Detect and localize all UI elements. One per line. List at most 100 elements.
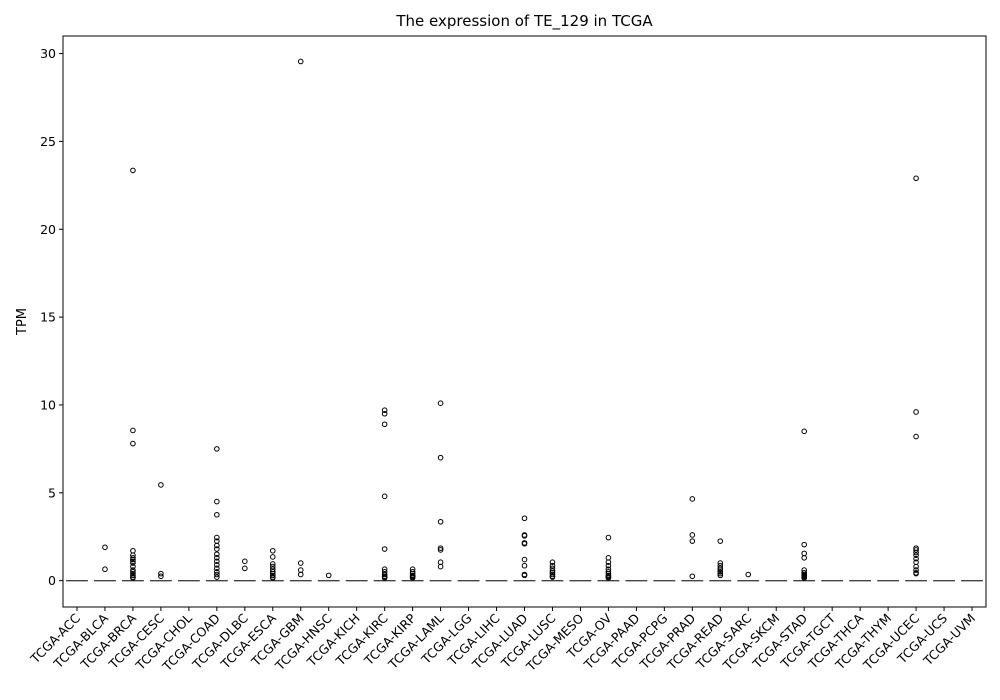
outlier-point <box>801 575 807 581</box>
chart-title: The expression of TE_129 in TCGA <box>395 12 653 31</box>
outlier-point <box>521 556 528 563</box>
outlier-point <box>214 551 220 558</box>
outlier-point <box>689 573 696 580</box>
outlier-point <box>689 496 696 502</box>
outlier-point <box>214 571 220 578</box>
outlier-point <box>549 574 556 580</box>
outlier-point <box>381 571 388 578</box>
outlier-point <box>521 515 528 522</box>
outlier-point <box>605 559 612 565</box>
outlier-point <box>801 541 807 548</box>
outlier-point <box>242 558 248 565</box>
outlier-point <box>913 433 919 440</box>
outlier-point <box>717 570 724 577</box>
outlier-point <box>521 533 528 539</box>
outlier-point <box>130 563 136 570</box>
outlier-point <box>437 518 444 525</box>
outlier-point <box>214 534 220 541</box>
y-tick-label: 10 <box>40 397 56 412</box>
y-tick-label: 25 <box>40 134 56 149</box>
outlier-point <box>130 569 136 575</box>
outlier-point <box>214 574 220 580</box>
outlier-point <box>269 563 276 570</box>
outlier-point <box>130 558 136 565</box>
outlier-point <box>269 561 276 567</box>
outlier-point <box>913 547 919 553</box>
outlier-point <box>158 482 164 488</box>
outlier-point <box>214 511 220 518</box>
outlier-point <box>297 560 304 566</box>
y-tick-label: 0 <box>48 573 56 588</box>
outlier-point <box>745 571 752 578</box>
outlier-point <box>381 407 388 414</box>
outlier-point <box>130 567 136 573</box>
y-tick-label: 15 <box>40 310 56 325</box>
outlier-point <box>242 565 248 572</box>
outlier-point <box>381 493 388 500</box>
outlier-point <box>214 555 220 561</box>
y-tick-label: 20 <box>40 222 56 237</box>
outlier-point <box>269 572 276 579</box>
outlier-point <box>269 547 276 554</box>
outlier-point <box>214 446 220 452</box>
outlier-point <box>214 542 220 549</box>
outlier-point <box>549 571 556 578</box>
outlier-point <box>437 400 444 406</box>
outlier-point <box>130 560 136 566</box>
outlier-point <box>549 562 556 569</box>
outlier-point <box>549 559 556 565</box>
outlier-point <box>325 572 332 579</box>
outlier-point <box>130 572 136 579</box>
y-axis: 0 5 10 15 20 25 30 <box>40 46 63 588</box>
outlier-point <box>158 570 164 577</box>
outlier-point <box>605 575 612 581</box>
outlier-point <box>409 575 416 581</box>
outlier-point <box>913 409 919 415</box>
outlier-point <box>158 573 164 580</box>
outlier-point <box>689 532 696 538</box>
outlier-point <box>130 167 136 174</box>
outlier-point <box>717 565 724 572</box>
outlier-point <box>913 552 919 558</box>
outlier-point <box>214 498 220 505</box>
outlier-point <box>437 545 444 551</box>
outlier-point <box>269 554 276 560</box>
outlier-point <box>605 562 612 569</box>
outlier-point <box>437 547 444 553</box>
outlier-point <box>130 575 136 581</box>
outlier-point <box>130 555 136 561</box>
outlier-point <box>521 572 528 579</box>
outlier-point <box>381 546 388 552</box>
outlier-point <box>913 175 919 182</box>
outlier-point <box>913 555 919 562</box>
outlier-point <box>913 567 919 573</box>
plot-frame <box>62 35 987 608</box>
outlier-point <box>913 563 919 570</box>
outlier-point <box>437 563 444 570</box>
outlier-point <box>717 538 724 544</box>
outlier-point <box>269 569 276 575</box>
outlier-point <box>521 562 528 569</box>
box-series <box>66 58 983 582</box>
outlier-point <box>297 58 304 65</box>
outlier-point <box>521 540 528 547</box>
outlier-point <box>717 560 724 566</box>
outlier-point <box>214 565 220 572</box>
outlier-point <box>717 567 724 573</box>
outlier-point <box>381 421 388 428</box>
outlier-point <box>913 549 919 556</box>
outlier-point <box>381 566 388 573</box>
outlier-point <box>913 570 919 577</box>
outlier-point <box>689 538 696 544</box>
outlier-point <box>297 571 304 578</box>
outlier-point <box>269 575 276 581</box>
outlier-point <box>381 410 388 417</box>
outlier-point <box>549 568 556 574</box>
outlier-point <box>214 558 220 565</box>
outlier-point <box>717 569 724 575</box>
outlier-point <box>214 569 220 575</box>
x-axis: TCGA-ACCTCGA-BLCATCGA-BRCATCGA-CESCTCGA-… <box>27 607 978 675</box>
outlier-point <box>130 427 136 434</box>
outlier-point <box>717 572 724 579</box>
